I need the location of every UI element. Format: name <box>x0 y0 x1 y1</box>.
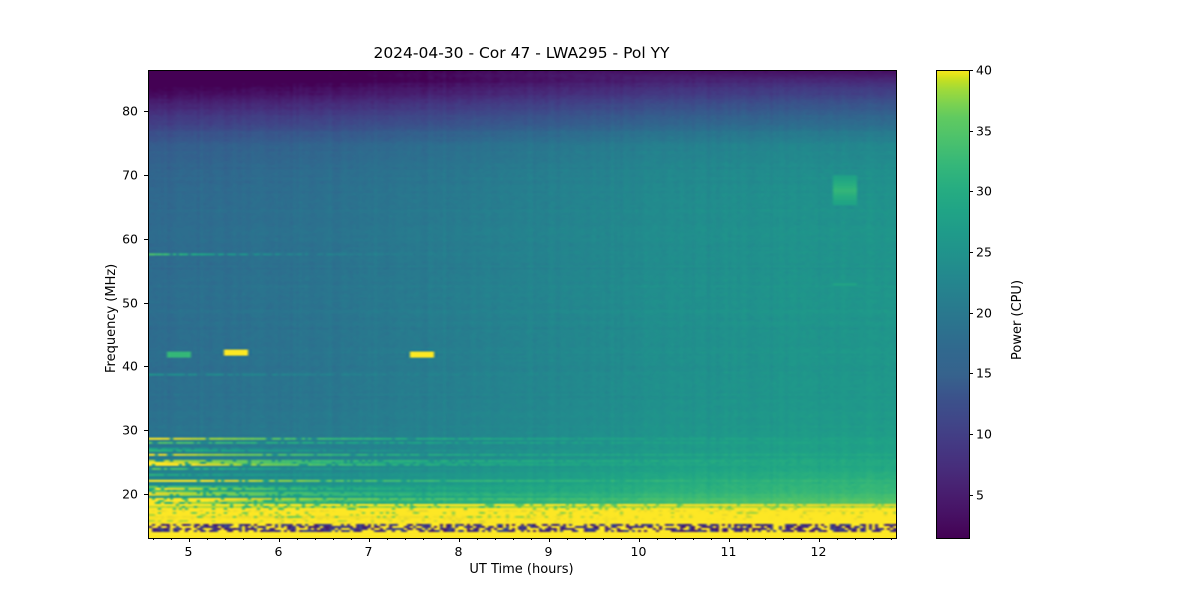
colorbar-tick-label: 15 <box>976 365 992 381</box>
chart-title: 2024-04-30 - Cor 47 - LWA295 - Pol YY <box>373 44 670 62</box>
x-tick-mark <box>728 538 730 542</box>
colorbar-tick-mark <box>969 373 973 375</box>
y-tick-mark <box>144 111 148 113</box>
x-tick-minor <box>512 538 514 540</box>
colorbar-tick-label: 35 <box>976 123 992 139</box>
x-tick-minor <box>494 538 496 540</box>
colorbar-tick-mark <box>969 433 973 435</box>
colorbar-tick-label: 40 <box>976 62 992 78</box>
y-tick-mark <box>144 429 148 431</box>
x-tick-mark <box>458 538 460 542</box>
x-tick-minor <box>872 538 874 540</box>
y-tick-label: 40 <box>122 358 138 374</box>
x-tick-minor <box>206 538 208 540</box>
x-tick-label: 8 <box>454 544 463 559</box>
x-tick-minor <box>710 538 712 540</box>
x-tick-minor <box>152 538 154 540</box>
y-tick-label: 60 <box>122 231 138 247</box>
x-tick-minor <box>656 538 658 540</box>
x-tick-mark <box>638 538 640 542</box>
x-tick-label: 7 <box>364 544 373 559</box>
y-tick-label: 20 <box>122 486 138 502</box>
y-tick-mark <box>144 238 148 240</box>
waterfall-heatmap <box>149 71 896 538</box>
x-tick-minor <box>260 538 262 540</box>
x-tick-minor <box>692 538 694 540</box>
y-tick-label: 70 <box>122 167 138 183</box>
colorbar-tick-mark <box>969 312 973 314</box>
y-tick-label: 50 <box>122 295 138 311</box>
x-tick-minor <box>476 538 478 540</box>
colorbar-tick-mark <box>969 130 973 132</box>
x-tick-minor <box>386 538 388 540</box>
y-tick-label: 80 <box>122 103 138 119</box>
x-tick-minor <box>764 538 766 540</box>
x-tick-minor <box>170 538 172 540</box>
colorbar-tick-mark <box>969 494 973 496</box>
x-tick-label: 11 <box>720 544 737 559</box>
x-tick-minor <box>602 538 604 540</box>
x-tick-minor <box>674 538 676 540</box>
x-tick-label: 12 <box>810 544 827 559</box>
x-tick-minor <box>854 538 856 540</box>
x-tick-minor <box>782 538 784 540</box>
x-tick-minor <box>350 538 352 540</box>
colorbar-tick-mark <box>969 191 973 193</box>
x-tick-minor <box>296 538 298 540</box>
x-tick-minor <box>314 538 316 540</box>
y-tick-mark <box>144 366 148 368</box>
x-tick-minor <box>332 538 334 540</box>
colorbar-tick-label: 20 <box>976 305 992 321</box>
x-tick-minor <box>242 538 244 540</box>
x-tick-mark <box>368 538 370 542</box>
colorbar-tick-label: 10 <box>976 426 992 442</box>
x-tick-mark <box>548 538 550 542</box>
x-tick-minor <box>404 538 406 540</box>
x-tick-mark <box>188 538 190 542</box>
x-axis-label: UT Time (hours) <box>469 562 574 577</box>
x-tick-minor <box>422 538 424 540</box>
x-tick-label: 6 <box>274 544 283 559</box>
colorbar[interactable] <box>936 70 970 539</box>
spectrogram-axes[interactable] <box>148 70 897 539</box>
x-tick-minor <box>746 538 748 540</box>
colorbar-label: Power (CPU) <box>1010 279 1025 360</box>
x-tick-label: 9 <box>544 544 553 559</box>
y-tick-mark <box>144 493 148 495</box>
colorbar-tick-mark <box>969 251 973 253</box>
x-tick-minor <box>440 538 442 540</box>
x-tick-minor <box>620 538 622 540</box>
x-tick-mark <box>818 538 820 542</box>
colorbar-tick-label: 30 <box>976 183 992 199</box>
y-tick-mark <box>144 175 148 177</box>
x-tick-mark <box>278 538 280 542</box>
x-tick-minor <box>530 538 532 540</box>
colorbar-tick-mark <box>969 70 973 71</box>
x-tick-minor <box>836 538 838 540</box>
x-tick-label: 10 <box>630 544 647 559</box>
x-tick-minor <box>584 538 586 540</box>
x-tick-minor <box>800 538 802 540</box>
colorbar-tick-label: 5 <box>976 487 984 503</box>
x-tick-minor <box>890 538 892 540</box>
x-tick-minor <box>224 538 226 540</box>
x-tick-minor <box>566 538 568 540</box>
waterfall-image <box>149 71 896 538</box>
x-tick-label: 5 <box>184 544 193 559</box>
y-axis-label: Frequency (MHz) <box>104 263 119 373</box>
colorbar-tick-label: 25 <box>976 244 992 260</box>
y-tick-mark <box>144 302 148 304</box>
y-tick-label: 30 <box>122 422 138 438</box>
